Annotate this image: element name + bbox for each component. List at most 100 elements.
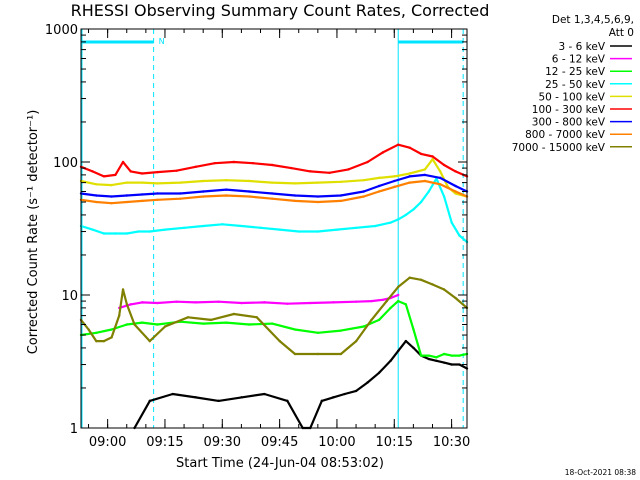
data-point-800-7000-kev	[270, 197, 274, 200]
data-point-100-300-kev	[431, 155, 434, 158]
data-point-7000-15000-kev	[278, 339, 281, 343]
data-point-800-7000-kev	[156, 198, 159, 201]
data-point-300-800-kev	[316, 195, 320, 198]
data-point-6-12-kev	[140, 301, 144, 304]
data-point-25-50-kev	[202, 224, 205, 228]
data-point-100-300-kev	[91, 170, 94, 173]
data-point-25-50-kev	[278, 228, 281, 231]
data-point-300-800-kev	[293, 194, 297, 197]
x-tick-label: 09:30	[204, 435, 241, 450]
legend-label: 6 - 12 keV	[552, 54, 606, 66]
data-point-800-7000-kev	[247, 195, 251, 198]
data-point-3-6-kev	[148, 399, 151, 403]
data-point-6-12-kev	[309, 301, 312, 305]
data-point-25-50-kev	[259, 226, 262, 230]
y-tick-label: 1000	[45, 23, 78, 38]
y-tick-label: 1	[70, 422, 78, 437]
legend-label: 50 - 100 keV	[538, 91, 605, 103]
data-point-6-12-kev	[156, 301, 159, 305]
data-point-300-800-kev	[393, 179, 396, 183]
data-point-50-100-kev	[423, 168, 427, 171]
data-point-6-12-kev	[354, 300, 358, 303]
legend-header-attenuator: Att 0	[609, 27, 634, 39]
data-point-100-300-kev	[114, 173, 117, 177]
data-point-3-6-kev	[240, 396, 243, 399]
data-point-50-100-kev	[408, 172, 411, 175]
data-point-300-800-kev	[156, 192, 159, 195]
data-point-3-6-kev	[286, 399, 289, 403]
data-point-800-7000-kev	[439, 183, 442, 186]
legend-header-detectors: Det 1,3,4,5,6,9,	[552, 14, 634, 26]
data-point-12-25-kev	[156, 323, 159, 326]
data-point-3-6-kev	[435, 359, 438, 363]
data-point-100-300-kev	[381, 151, 385, 154]
data-point-3-6-kev	[343, 392, 346, 396]
data-point-12-25-kev	[110, 328, 113, 331]
series-line-50-100-kev	[80, 158, 468, 198]
data-point-800-7000-kev	[125, 200, 129, 204]
data-point-3-6-kev	[404, 339, 408, 343]
data-point-7000-15000-kev	[385, 299, 388, 303]
night-band-label: N	[159, 37, 165, 46]
data-point-50-100-kev	[377, 176, 381, 180]
data-point-25-50-kev	[442, 195, 446, 198]
data-point-3-6-kev	[412, 346, 415, 350]
data-point-7000-15000-kev	[163, 325, 167, 328]
data-point-7000-15000-kev	[419, 278, 423, 282]
data-point-50-100-kev	[156, 182, 159, 185]
data-point-25-50-kev	[389, 221, 392, 224]
data-point-300-800-kev	[179, 192, 182, 195]
data-point-3-6-kev	[377, 371, 381, 375]
data-point-25-50-kev	[316, 230, 320, 233]
data-point-100-300-kev	[251, 161, 255, 165]
data-point-100-300-kev	[397, 143, 400, 146]
data-point-100-300-kev	[140, 172, 144, 175]
data-point-12-25-kev	[389, 306, 392, 310]
data-point-25-50-kev	[404, 213, 408, 217]
data-point-50-100-kev	[225, 178, 228, 182]
data-point-300-800-kev	[408, 175, 411, 178]
data-point-100-300-kev	[309, 170, 312, 173]
data-point-50-100-kev	[316, 181, 320, 184]
data-point-25-50-kev	[148, 230, 151, 233]
data-point-300-800-kev	[110, 195, 113, 198]
data-point-50-100-kev	[247, 179, 251, 183]
x-tick-label: 10:15	[376, 435, 413, 450]
data-point-25-50-kev	[163, 228, 167, 231]
x-axis-label: Start Time (24-Jun-04 08:53:02)	[176, 456, 384, 471]
data-point-3-6-kev	[332, 396, 335, 399]
data-point-300-800-kev	[95, 194, 98, 197]
data-point-3-6-kev	[366, 381, 369, 384]
data-point-50-100-kev	[179, 181, 182, 184]
data-point-7000-15000-kev	[125, 303, 129, 306]
data-point-12-25-kev	[270, 322, 274, 325]
data-point-12-25-kev	[202, 322, 205, 325]
x-tick-label: 09:15	[146, 435, 183, 450]
data-point-300-800-kev	[423, 173, 427, 177]
data-point-7000-15000-kev	[354, 339, 358, 343]
data-point-800-7000-kev	[95, 200, 98, 204]
data-point-6-12-kev	[286, 302, 289, 305]
data-point-25-50-kev	[354, 226, 358, 230]
chart-series	[79, 143, 469, 430]
data-point-7000-15000-kev	[186, 316, 190, 319]
data-point-100-300-kev	[270, 163, 274, 167]
data-point-800-7000-kev	[179, 197, 182, 200]
data-point-800-7000-kev	[293, 199, 297, 203]
data-point-100-300-kev	[289, 166, 293, 170]
data-point-12-25-kev	[377, 318, 381, 322]
data-point-50-100-kev	[293, 182, 297, 185]
data-point-3-6-kev	[458, 363, 461, 366]
data-point-6-12-kev	[370, 299, 373, 303]
data-point-3-6-kev	[354, 389, 358, 393]
data-point-25-50-kev	[125, 232, 129, 235]
data-point-50-100-kev	[339, 180, 343, 183]
data-point-100-300-kev	[454, 170, 457, 173]
data-point-25-50-kev	[397, 218, 400, 221]
data-point-800-7000-kev	[423, 179, 427, 183]
data-point-7000-15000-kev	[102, 339, 106, 343]
data-point-12-25-kev	[316, 331, 320, 334]
data-point-12-25-kev	[362, 325, 366, 328]
data-point-25-50-kev	[419, 200, 423, 204]
